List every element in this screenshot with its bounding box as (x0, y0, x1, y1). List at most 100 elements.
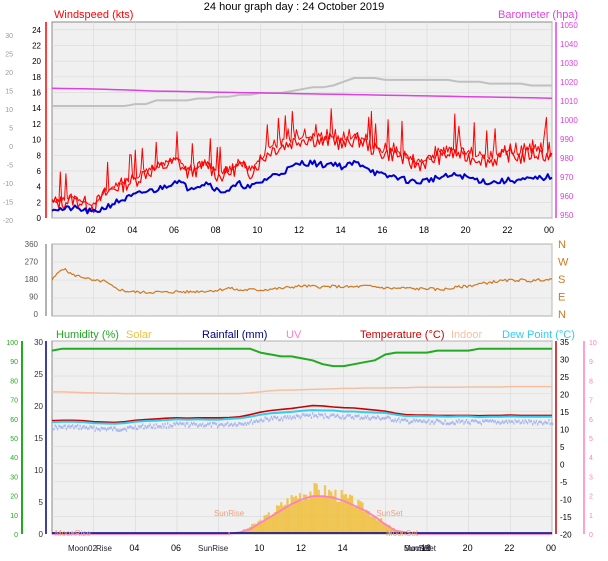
dewpoint-scatter (527, 421, 529, 425)
dewpoint-scatter (512, 420, 514, 423)
dewpoint-scatter (437, 418, 439, 422)
dewpoint-scatter (363, 417, 365, 420)
bottom-event-label: Moon (404, 544, 424, 553)
dewpoint-scatter (68, 424, 70, 428)
dewpoint-scatter (443, 422, 445, 425)
temp-x-tick: 06 (171, 543, 181, 553)
dewpoint-scatter (497, 420, 499, 424)
dewpoint-scatter (128, 426, 130, 429)
dewpoint-scatter (415, 418, 418, 422)
humidity-y-tick: 0 (14, 532, 18, 539)
dewpoint-scatter (249, 420, 251, 424)
dewpoint-scatter (380, 417, 383, 421)
wind-y-tick: 8 (37, 151, 42, 160)
dewpoint-scatter (365, 416, 368, 420)
dewpoint-scatter (530, 419, 533, 423)
dewpoint-scatter (328, 416, 330, 420)
dewpoint-scatter (310, 416, 313, 419)
dewpoint-scatter (185, 422, 188, 425)
dewpoint-scatter (287, 415, 289, 418)
dewpoint-scatter (144, 424, 146, 428)
indoor-label: Indoor (451, 329, 483, 341)
dewpoint-scatter (455, 419, 458, 423)
dewpoint-scatter (317, 415, 319, 419)
dewpoint-scatter (505, 419, 508, 423)
dewpoint-scatter (169, 423, 171, 427)
uv-line (52, 495, 552, 535)
wind-outer-y-tick: 30 (5, 33, 13, 40)
dewpoint-scatter (442, 422, 444, 426)
dewpoint-scatter (163, 425, 165, 429)
dewpoint-scatter (278, 418, 280, 422)
dewpoint-scatter (304, 414, 306, 418)
dewpoint-scatter (89, 425, 91, 428)
dewpoint-scatter (397, 418, 399, 422)
dewpoint-scatter (460, 419, 463, 423)
dewpoint-scatter (552, 422, 554, 426)
dewpoint-scatter (184, 424, 186, 428)
direction-compass-tick: S (558, 274, 565, 286)
dewpoint-scatter (489, 419, 491, 422)
dewpoint-scatter (409, 421, 411, 424)
dewpoint-scatter (148, 424, 150, 428)
dewpoint-scatter (275, 417, 278, 420)
uv-y-tick: 5 (589, 436, 593, 443)
dewpoint-scatter (243, 423, 245, 426)
temperature-y-tick: 20 (560, 391, 569, 400)
uv-y-tick: 6 (589, 417, 593, 424)
temp-x-tick: 18 (421, 543, 431, 553)
wind-outer-y-tick: 5 (9, 126, 13, 133)
wind-y-tick: 16 (32, 89, 41, 98)
dewpoint-scatter (515, 420, 518, 424)
dewpoint-scatter (164, 422, 166, 426)
dewpoint-scatter (545, 421, 548, 425)
dewpoint-scatter (238, 421, 240, 425)
uv-y-tick: 2 (589, 494, 593, 501)
dewpoint-scatter (308, 414, 310, 417)
dewpoint-scatter (352, 415, 354, 419)
uv-y-tick: 3 (589, 474, 593, 481)
dewpoint-scatter (252, 422, 254, 425)
dewpoint-scatter (550, 422, 553, 425)
solar-bar (361, 502, 364, 534)
dewpoint-scatter (334, 415, 336, 419)
dewpoint-scatter (547, 421, 549, 425)
dewpoint-scatter (485, 419, 488, 422)
rain-y-tick: 15 (34, 434, 43, 443)
dewpoint-scatter (444, 419, 446, 422)
wind-x-tick: 02 (86, 225, 96, 235)
temp-x-tick: 10 (254, 543, 264, 553)
dewpoint-scatter (490, 420, 493, 423)
dewpoint-scatter (483, 420, 485, 423)
dewpoint-scatter (438, 419, 440, 423)
temperature-y-tick: 35 (560, 338, 569, 347)
direction-y-tick: 360 (25, 240, 39, 249)
baro-y-tick: 1020 (560, 78, 578, 87)
dewpoint-scatter (202, 422, 204, 426)
solar-bar (298, 493, 302, 534)
bottom-event-label: 02 (88, 544, 97, 553)
dewpoint-scatter (347, 413, 349, 417)
humidity-line (51, 347, 552, 368)
dewpoint-scatter (137, 427, 139, 431)
dewpoint-scatter (129, 425, 131, 428)
dewpoint-scatter (207, 422, 209, 426)
dewpoint-scatter (388, 415, 390, 419)
dewpoint-scatter (502, 420, 504, 423)
dewpoint-scatter (223, 425, 225, 428)
dewpoint-scatter (417, 420, 419, 423)
dewpoint-scatter (215, 422, 218, 426)
solar-bar (309, 491, 312, 534)
dewpoint-scatter (534, 421, 536, 425)
dewpoint-scatter (463, 422, 465, 425)
dewpoint-scatter (193, 421, 195, 425)
solar-bar (323, 485, 327, 534)
avg-wind-line (51, 159, 553, 215)
solar-bar (357, 499, 360, 534)
solar-bar (282, 505, 285, 534)
dewpoint-scatter (55, 425, 58, 429)
dewpoint-scatter (342, 414, 344, 418)
dewpoint-scatter (57, 427, 59, 431)
wind-y-tick: 14 (32, 104, 41, 113)
dewpoint-scatter (235, 424, 238, 427)
